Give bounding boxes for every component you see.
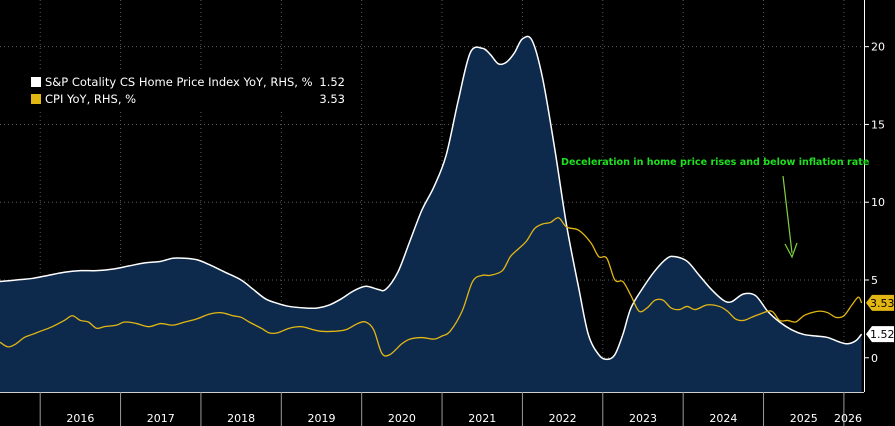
x-tick-label: 2018 [227,412,255,425]
x-tick-label: 2026 [834,412,862,425]
x-tick-label: 2016 [66,412,94,425]
y-tick-label: 15 [871,118,885,131]
legend-label-home-price: S&P Cotality CS Home Price Index YoY, RH… [45,74,313,89]
annotation-text: Deceleration in home price rises and bel… [561,157,870,168]
x-tick-label: 2023 [629,412,657,425]
home-price-line [0,35,863,361]
legend-item-cpi: CPI YoY, RHS, % 3.53 [31,90,345,107]
y-axis: 0 5 10 15 20 [864,41,885,365]
legend-item-home-price: S&P Cotality CS Home Price Index YoY, RH… [31,73,345,90]
y-tick-label: 10 [871,196,885,209]
legend: S&P Cotality CS Home Price Index YoY, RH… [27,71,349,109]
value-tag-bg [866,294,894,311]
value-tag-label: 1.52 [870,328,895,341]
legend-swatch-home-price [31,76,41,87]
x-tick-label: 2024 [709,412,737,425]
x-tick-label: 2017 [147,412,175,425]
x-tick-label: 2019 [307,412,335,425]
x-tick-label: 2020 [388,412,416,425]
value-tag-label: 3.53 [870,297,895,310]
y-tick-label: 20 [871,41,885,54]
annotation-arrow-head [784,242,798,259]
value-tags: 3.53 1.52 [866,294,895,343]
annotation-arrow [782,175,798,259]
y-tick-label: 0 [871,352,878,365]
x-tick-label: 2022 [549,412,577,425]
legend-swatch-cpi [31,93,41,104]
y-tick-label: 5 [871,274,878,287]
value-tag-bg [866,326,894,343]
x-axis: 2016 2017 2018 2019 2020 2021 2022 2023 2024 2025… [39,392,862,426]
x-tick-label: 2021 [468,412,496,425]
home-price-area [0,36,862,392]
x-tick-label: 2025 [790,412,818,425]
legend-label-cpi: CPI YoY, RHS, % [45,91,137,106]
annotation-arrow-shaft [782,175,793,254]
cpi-line [0,217,863,357]
legend-value-cpi: 3.53 [319,91,345,106]
legend-value-home-price: 1.52 [319,74,345,89]
